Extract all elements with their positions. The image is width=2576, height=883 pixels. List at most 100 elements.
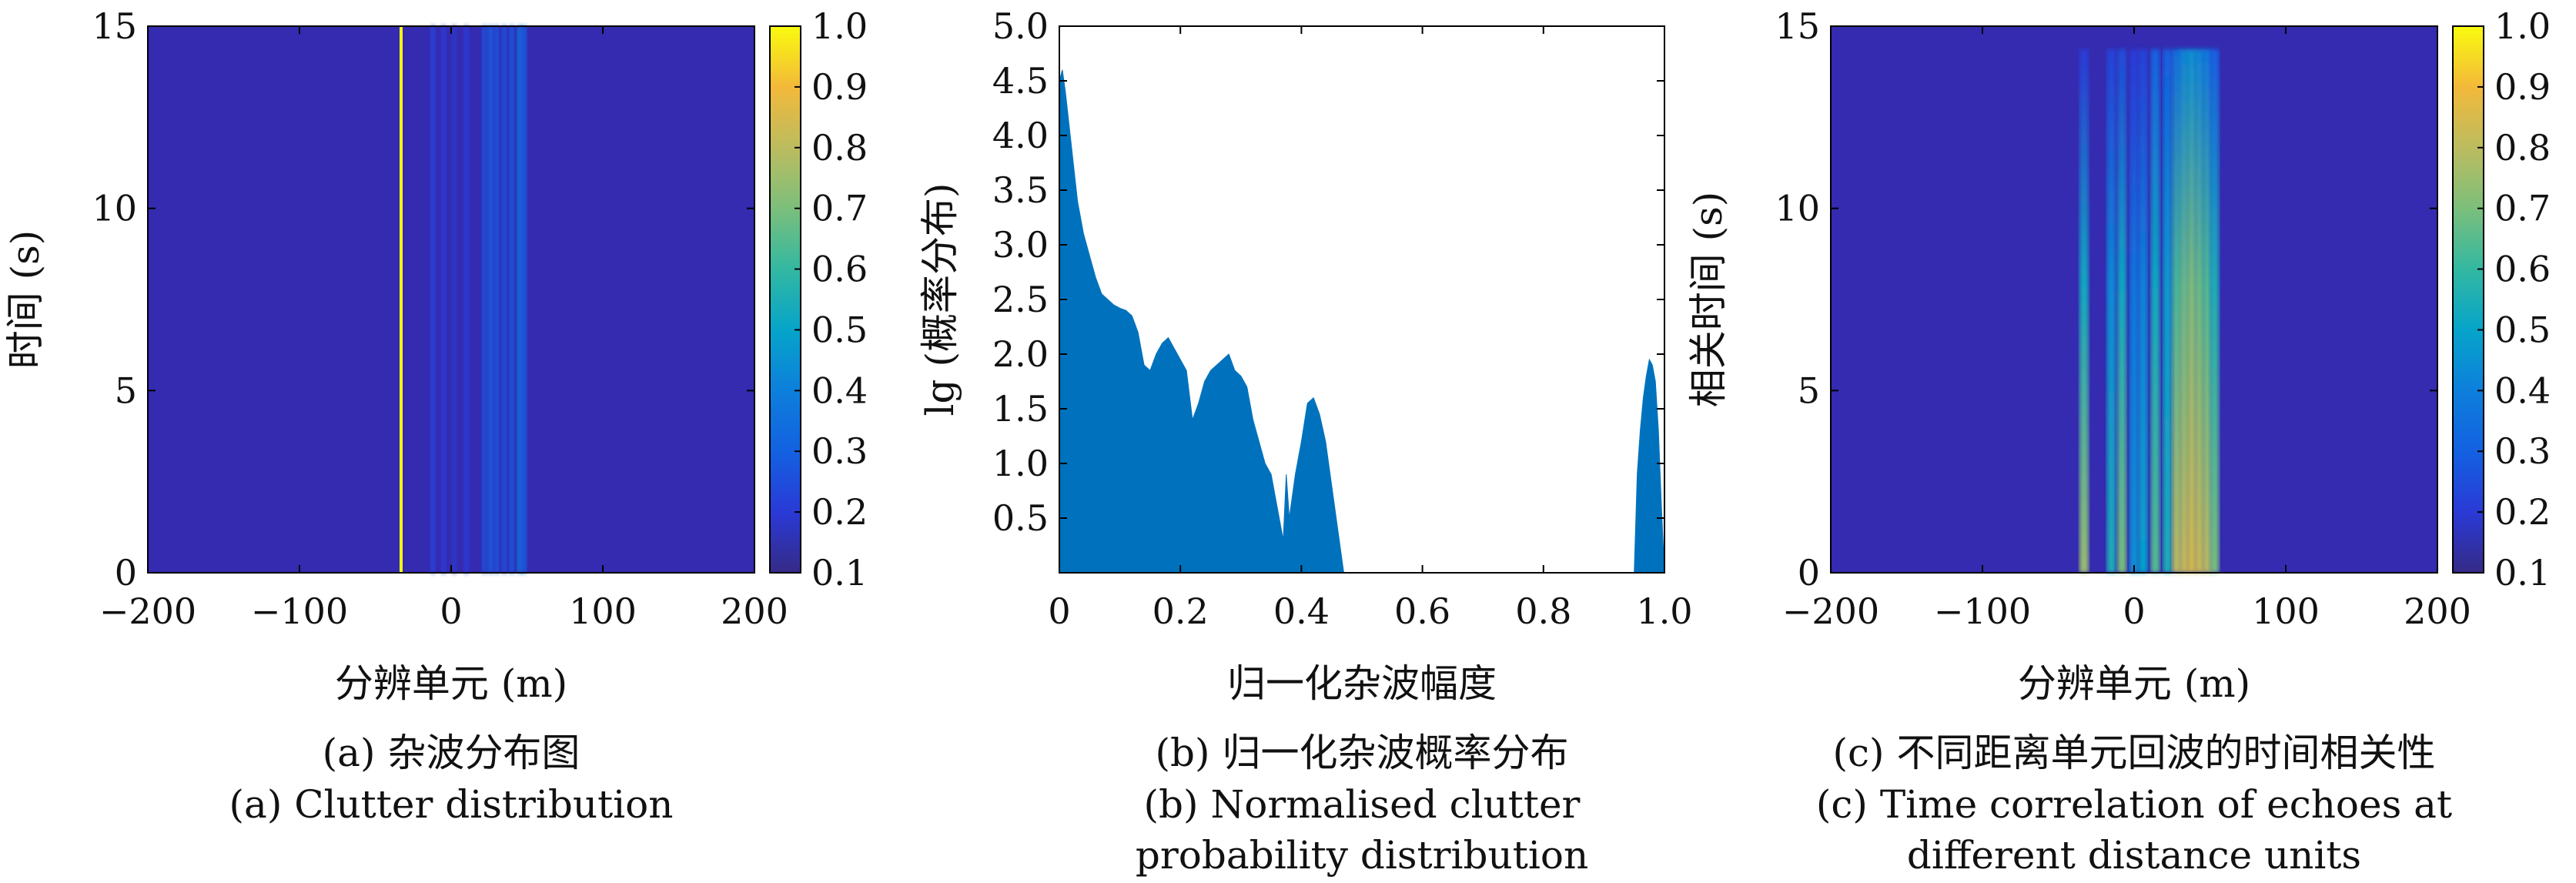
colorbar-tick-label: 0.9: [2494, 66, 2551, 108]
xtick-label: 100: [2252, 590, 2320, 632]
ytick-label: 10: [92, 188, 137, 229]
xtick-label: 0: [1048, 590, 1070, 632]
xtick-label: 0: [2123, 590, 2145, 632]
xtick-label: 0.8: [1515, 590, 1571, 632]
plot-b-xticks: 0 0.2 0.4 0.6 0.8 1.0: [1048, 26, 1693, 632]
ytick-label: 5.0: [992, 5, 1049, 47]
ytick-label: 5: [1798, 370, 1820, 411]
heatmap-column: [501, 26, 507, 573]
caption-b-line1: (b) 归一化杂波概率分布: [1156, 731, 1569, 775]
xtick-label: 200: [721, 590, 788, 632]
caption-c-line3: different distance units: [1907, 833, 2361, 878]
plot-c-xlabel: 分辨单元 (m): [2018, 661, 2250, 706]
ytick-label: 2.5: [992, 279, 1049, 320]
xtick-label: 0.4: [1273, 590, 1330, 632]
colorbar-tick-label: 1.0: [2494, 5, 2551, 47]
xtick-label: 0.6: [1394, 590, 1450, 632]
colorbar-tick-label: 0.4: [811, 370, 868, 411]
ytick-label: 4.0: [992, 115, 1049, 156]
xtick-label: −100: [251, 590, 348, 632]
heatmap-a-background: [148, 26, 754, 573]
ytick-label: 2.0: [992, 333, 1049, 375]
ytick-label: 1.0: [992, 443, 1049, 484]
plot-a-ylabel: 时间 (s): [3, 230, 48, 370]
colorbar-tick-label: 0.5: [811, 309, 868, 350]
heatmap-column: [2106, 49, 2116, 573]
colorbar-tick-label: 0.6: [2494, 249, 2551, 290]
panel-b: 0 0.2 0.4 0.6 0.8 1.0 0.5 1.0 1.5 2.0 2.5 3.0 3.5 4.…: [918, 5, 1693, 878]
heatmap-column: [2186, 49, 2196, 573]
colorbar-tick-label: 0.8: [811, 127, 868, 169]
probability-area: [1059, 69, 1344, 574]
ytick-label: 0: [115, 552, 137, 594]
xtick-label: 1.0: [1636, 590, 1692, 632]
heatmap-column: [2210, 49, 2220, 573]
colorbar-tick-label: 1.0: [811, 5, 868, 47]
colorbar-a: [769, 25, 801, 574]
ytick-label: 10: [1775, 188, 1820, 229]
colorbar-tick-label: 0.2: [2494, 491, 2551, 533]
colorbar-tick-label: 0.1: [2494, 552, 2551, 594]
caption-c-line2: (c) Time correlation of echoes at: [1816, 782, 2452, 827]
colorbar-tick-label: 0.9: [811, 66, 868, 108]
ytick-label: 1.5: [992, 388, 1049, 430]
plot-b-ylabel: lg (概率分布): [918, 183, 962, 416]
heatmap-column: [521, 26, 527, 573]
xtick-label: 0.2: [1153, 590, 1209, 632]
plot-c-xticks: −200 −100 0 100 200: [1782, 26, 2471, 632]
heatmap-column: [451, 26, 457, 573]
heatmap-column: [481, 26, 487, 573]
caption-c-line1: (c) 不同距离单元回波的时间相关性: [1833, 731, 2436, 775]
caption-a-line2: (a) Clutter distribution: [229, 782, 674, 827]
heatmap-c-columns: [2079, 49, 2220, 573]
ytick-label: 0.5: [992, 497, 1049, 539]
plot-b-xlabel: 归一化杂波幅度: [1227, 661, 1497, 706]
ytick-label: 3.5: [992, 169, 1049, 211]
heatmap-column: [2079, 49, 2089, 573]
heatmap-column: [2180, 49, 2189, 573]
caption-b-line2: (b) Normalised clutter: [1144, 782, 1581, 827]
colorbar-a-ticks: 0.1 0.2 0.3 0.4 0.5 0.6 0.7 0.8 0.9 1.0: [795, 5, 868, 594]
colorbar-tick-label: 0.8: [2494, 127, 2551, 169]
xtick-label: −200: [1782, 590, 1879, 632]
heatmap-column: [440, 26, 447, 573]
plot-c-ylabel: 相关时间 (s): [1686, 192, 1731, 408]
ytick-label: 3.0: [992, 224, 1049, 266]
heatmap-column: [493, 26, 500, 573]
ytick-label: 4.5: [992, 60, 1049, 102]
colorbar-tick-label: 0.5: [2494, 309, 2551, 350]
plot-b-yticks: 0.5 1.0 1.5 2.0 2.5 3.0 3.5 4.0 4.5 5.0: [992, 5, 1664, 539]
plot-b-fills: [1059, 69, 1665, 574]
ytick-label: 15: [92, 5, 137, 47]
panel-a: −200 −100 0 100 200 0 5 10 15 分辨单元 (m) 时间 (s) 0…: [3, 5, 868, 827]
heatmap-column: [2202, 49, 2212, 573]
colorbar-tick-label: 0.7: [2494, 188, 2551, 229]
colorbar-tick-label: 0.2: [811, 491, 868, 533]
heatmap-column: [509, 26, 515, 573]
heatmap-column: [2138, 49, 2148, 573]
colorbar-tick-label: 0.3: [2494, 430, 2551, 472]
xtick-label: −100: [1934, 590, 2031, 632]
plot-c-yticks: 0 5 10 15: [1775, 5, 2437, 594]
ytick-label: 0: [1798, 552, 1820, 594]
plot-a-yticks: 0 5 10 15: [92, 5, 754, 594]
colorbar-tick-label: 0.6: [811, 249, 868, 290]
xtick-label: −200: [99, 590, 196, 632]
heatmap-column: [430, 26, 436, 573]
xtick-label: 0: [440, 590, 462, 632]
colorbar-tick-label: 0.1: [811, 552, 868, 594]
heatmap-column: [517, 26, 523, 573]
heatmap-column: [2163, 49, 2173, 573]
heatmap-column: [2194, 49, 2204, 573]
caption-a-line1: (a) 杂波分布图: [323, 731, 580, 775]
colorbar-tick-label: 0.3: [811, 430, 868, 472]
colorbar-c: [2452, 25, 2484, 574]
heatmap-column: [487, 26, 493, 573]
ytick-label: 5: [115, 370, 137, 411]
heatmap-a-columns: [399, 26, 527, 573]
heatmap-column: [2172, 49, 2182, 573]
xtick-label: 200: [2404, 590, 2471, 632]
xtick-label: 100: [569, 590, 637, 632]
caption-b-line3: probability distribution: [1136, 833, 1588, 878]
